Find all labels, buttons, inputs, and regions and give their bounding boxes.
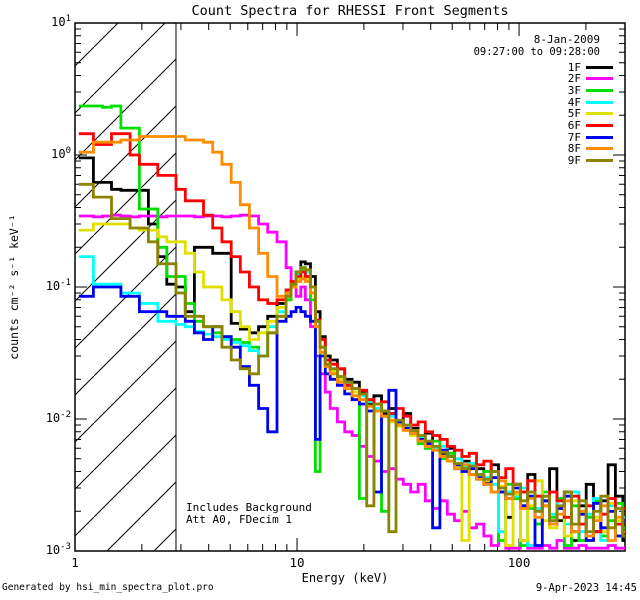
legend-label-4F: 4F xyxy=(567,95,581,109)
legend-label-1F: 1F xyxy=(567,60,581,74)
plot-frame xyxy=(74,22,626,552)
x-tick-label-10: 10 xyxy=(289,555,305,570)
plot-title: Count Spectra for RHESSI Front Segments xyxy=(191,3,509,19)
y-tick-label-10e-1: 10-1 xyxy=(45,278,71,293)
x-tick-label-1: 1 xyxy=(71,555,79,570)
obs-date: 8-Jan-2009 xyxy=(533,33,600,46)
legend-swatch-2F xyxy=(586,77,613,81)
legend-swatch-6F xyxy=(586,124,613,127)
low-energy-hatch-region xyxy=(75,23,176,551)
legend-label-9F: 9F xyxy=(567,154,581,168)
background-note: Includes Background xyxy=(186,501,312,514)
x-axis-label: Energy (keV) xyxy=(301,571,389,585)
legend-swatch-1F xyxy=(586,65,613,69)
legend-swatch-5F xyxy=(586,112,613,116)
legend-label-6F: 6F xyxy=(567,119,581,132)
y-tick-label-10e-2: 10-2 xyxy=(45,410,71,425)
legend-swatch-4F xyxy=(586,100,613,104)
series-9F xyxy=(78,182,625,538)
legend-label-5F: 5F xyxy=(567,107,581,121)
legend-label-3F: 3F xyxy=(567,83,581,97)
legend-label-8F: 8F xyxy=(567,142,581,156)
spectra-series-group xyxy=(78,104,625,550)
y-tick-label-10e-3: 10-3 xyxy=(45,542,71,557)
obs-time-range: 09:27:00 to 09:28:00 xyxy=(473,46,600,58)
footer-generated-by: Generated by hsi_min_spectra_plot.pro xyxy=(2,582,214,593)
legend-swatch-3F xyxy=(586,88,613,92)
legend-swatch-7F xyxy=(586,135,613,139)
y-tick-label-10e0: 100 xyxy=(51,146,71,161)
y-tick-label-10e1: 101 xyxy=(51,14,71,29)
x-tick-label-100: 100 xyxy=(507,555,531,570)
y-axis-label: counts cm⁻² s⁻¹ keV⁻¹ xyxy=(7,214,21,360)
footer-timestamp: 9-Apr-2023 14:45 xyxy=(535,582,637,594)
legend-label-2F: 2F xyxy=(567,72,581,86)
attenuator-note: Att A0, FDecim 1 xyxy=(186,513,292,526)
legend-swatch-8F xyxy=(586,147,613,151)
legend-swatch-9F xyxy=(586,159,613,163)
legend-label-7F: 7F xyxy=(567,130,581,144)
